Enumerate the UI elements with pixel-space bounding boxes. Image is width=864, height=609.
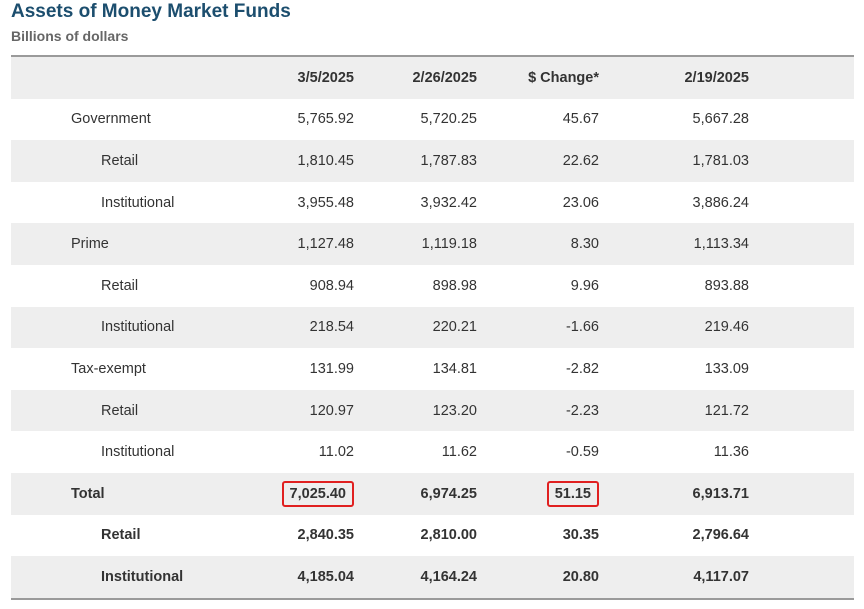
- column-header-date-3: 2/19/2025: [599, 57, 749, 99]
- table-cell: 898.98: [432, 277, 477, 294]
- table-cell: 5,667.28: [692, 111, 749, 128]
- table-cell: 4,164.24: [354, 556, 477, 598]
- table-cell: 6,974.25: [354, 472, 477, 515]
- table-cell: 220.21: [354, 306, 477, 349]
- table-cell: -2.23: [477, 389, 599, 432]
- column-header-spacer: [749, 57, 854, 99]
- row-label: Institutional: [101, 444, 175, 461]
- table-cell: 3,955.48: [297, 194, 354, 211]
- table-cell: 6,913.71: [599, 472, 749, 515]
- row-label: Institutional: [101, 194, 175, 211]
- column-header-label: [11, 57, 241, 99]
- table-cell: 4,185.04: [241, 556, 354, 598]
- table-row: Government 5,765.92 5,720.25 45.67 5,667…: [11, 99, 854, 141]
- table-cell: 893.88: [704, 277, 749, 294]
- table-cell: 123.20: [354, 389, 477, 432]
- row-label: Retail: [11, 140, 241, 182]
- row-label: Retail: [11, 389, 241, 432]
- table-row: Institutional 218.54 220.21 -1.66 219.46: [11, 306, 854, 349]
- page-subtitle: Billions of dollars: [11, 28, 129, 44]
- table-cell-highlighted: 7,025.40: [241, 472, 354, 515]
- highlight-box-total-current: 7,025.40: [281, 480, 354, 507]
- money-market-table: 3/5/2025 2/26/2025 $ Change* 2/19/2025 G…: [11, 55, 854, 600]
- table-row-total: Total 7,025.40 6,974.25 51.15 6,913.71: [11, 472, 854, 515]
- table-row: Tax-exempt 131.99 134.81 -2.82 133.09: [11, 348, 854, 390]
- table-cell: 120.97: [241, 389, 354, 432]
- table-cell: 8.30: [477, 223, 599, 265]
- table-cell: 1,781.03: [599, 140, 749, 182]
- row-label: Government: [71, 111, 151, 128]
- table-cell: 219.46: [599, 306, 749, 349]
- table-cell: 2,810.00: [420, 527, 477, 544]
- table-cell: 1,119.18: [354, 223, 477, 265]
- table-cell: 9.96: [570, 277, 599, 294]
- column-header-date-2: 2/26/2025: [354, 57, 477, 99]
- table-cell: 4,117.07: [599, 556, 749, 598]
- table-row: Prime 1,127.48 1,119.18 8.30 1,113.34: [11, 223, 854, 265]
- row-label: Total: [11, 472, 241, 515]
- table-cell: 3,886.24: [692, 194, 749, 211]
- table-cell: 133.09: [704, 360, 749, 377]
- row-label: Tax-exempt: [71, 360, 146, 377]
- highlight-box-total-change: 51.15: [546, 480, 599, 507]
- table-cell: 45.67: [562, 111, 599, 128]
- table-cell: 2,840.35: [297, 527, 354, 544]
- table-cell: 5,765.92: [297, 111, 354, 128]
- page-title: Assets of Money Market Funds: [11, 1, 291, 22]
- table-cell: 30.35: [562, 527, 599, 544]
- row-label: Institutional: [11, 306, 241, 349]
- table-cell: 1,810.45: [241, 140, 354, 182]
- table-cell: 3,932.42: [420, 194, 477, 211]
- table-cell: 11.36: [713, 444, 749, 461]
- table-row: Retail 120.97 123.20 -2.23 121.72: [11, 389, 854, 432]
- table-cell: 134.81: [432, 360, 477, 377]
- table-row: Retail 2,840.35 2,810.00 30.35 2,796.64: [11, 515, 854, 557]
- row-label: Retail: [101, 277, 139, 294]
- table-cell-highlighted: 51.15: [477, 472, 599, 515]
- table-cell: 11.02: [318, 444, 354, 461]
- row-label: Prime: [11, 223, 241, 265]
- column-header-change: $ Change*: [477, 57, 599, 99]
- table-row: Retail 1,810.45 1,787.83 22.62 1,781.03: [11, 140, 854, 182]
- table-cell: 1,113.34: [599, 223, 749, 265]
- table-cell: -0.59: [565, 444, 599, 461]
- table-cell: -1.66: [477, 306, 599, 349]
- table-cell: -2.82: [565, 360, 599, 377]
- table-cell: 1,787.83: [354, 140, 477, 182]
- table-cell: 5,720.25: [420, 111, 477, 128]
- table-cell: 22.62: [477, 140, 599, 182]
- row-label: Institutional: [11, 556, 241, 598]
- table-cell: 2,796.64: [692, 527, 749, 544]
- table-cell: 908.94: [309, 277, 354, 294]
- table-cell: 11.62: [441, 444, 477, 461]
- table-header-row: 3/5/2025 2/26/2025 $ Change* 2/19/2025: [11, 57, 854, 99]
- table-cell: 1,127.48: [241, 223, 354, 265]
- table-cell: 20.80: [477, 556, 599, 598]
- table-cell: 121.72: [599, 389, 749, 432]
- table-cell: 131.99: [309, 360, 354, 377]
- row-label: Retail: [101, 527, 141, 544]
- table-row: Institutional 11.02 11.62 -0.59 11.36: [11, 431, 854, 473]
- table-cell: 23.06: [562, 194, 599, 211]
- table-row: Institutional 3,955.48 3,932.42 23.06 3,…: [11, 182, 854, 224]
- table-cell: 218.54: [241, 306, 354, 349]
- table-row: Retail 908.94 898.98 9.96 893.88: [11, 265, 854, 307]
- table-row: Institutional 4,185.04 4,164.24 20.80 4,…: [11, 556, 854, 598]
- column-header-date-1: 3/5/2025: [241, 57, 354, 99]
